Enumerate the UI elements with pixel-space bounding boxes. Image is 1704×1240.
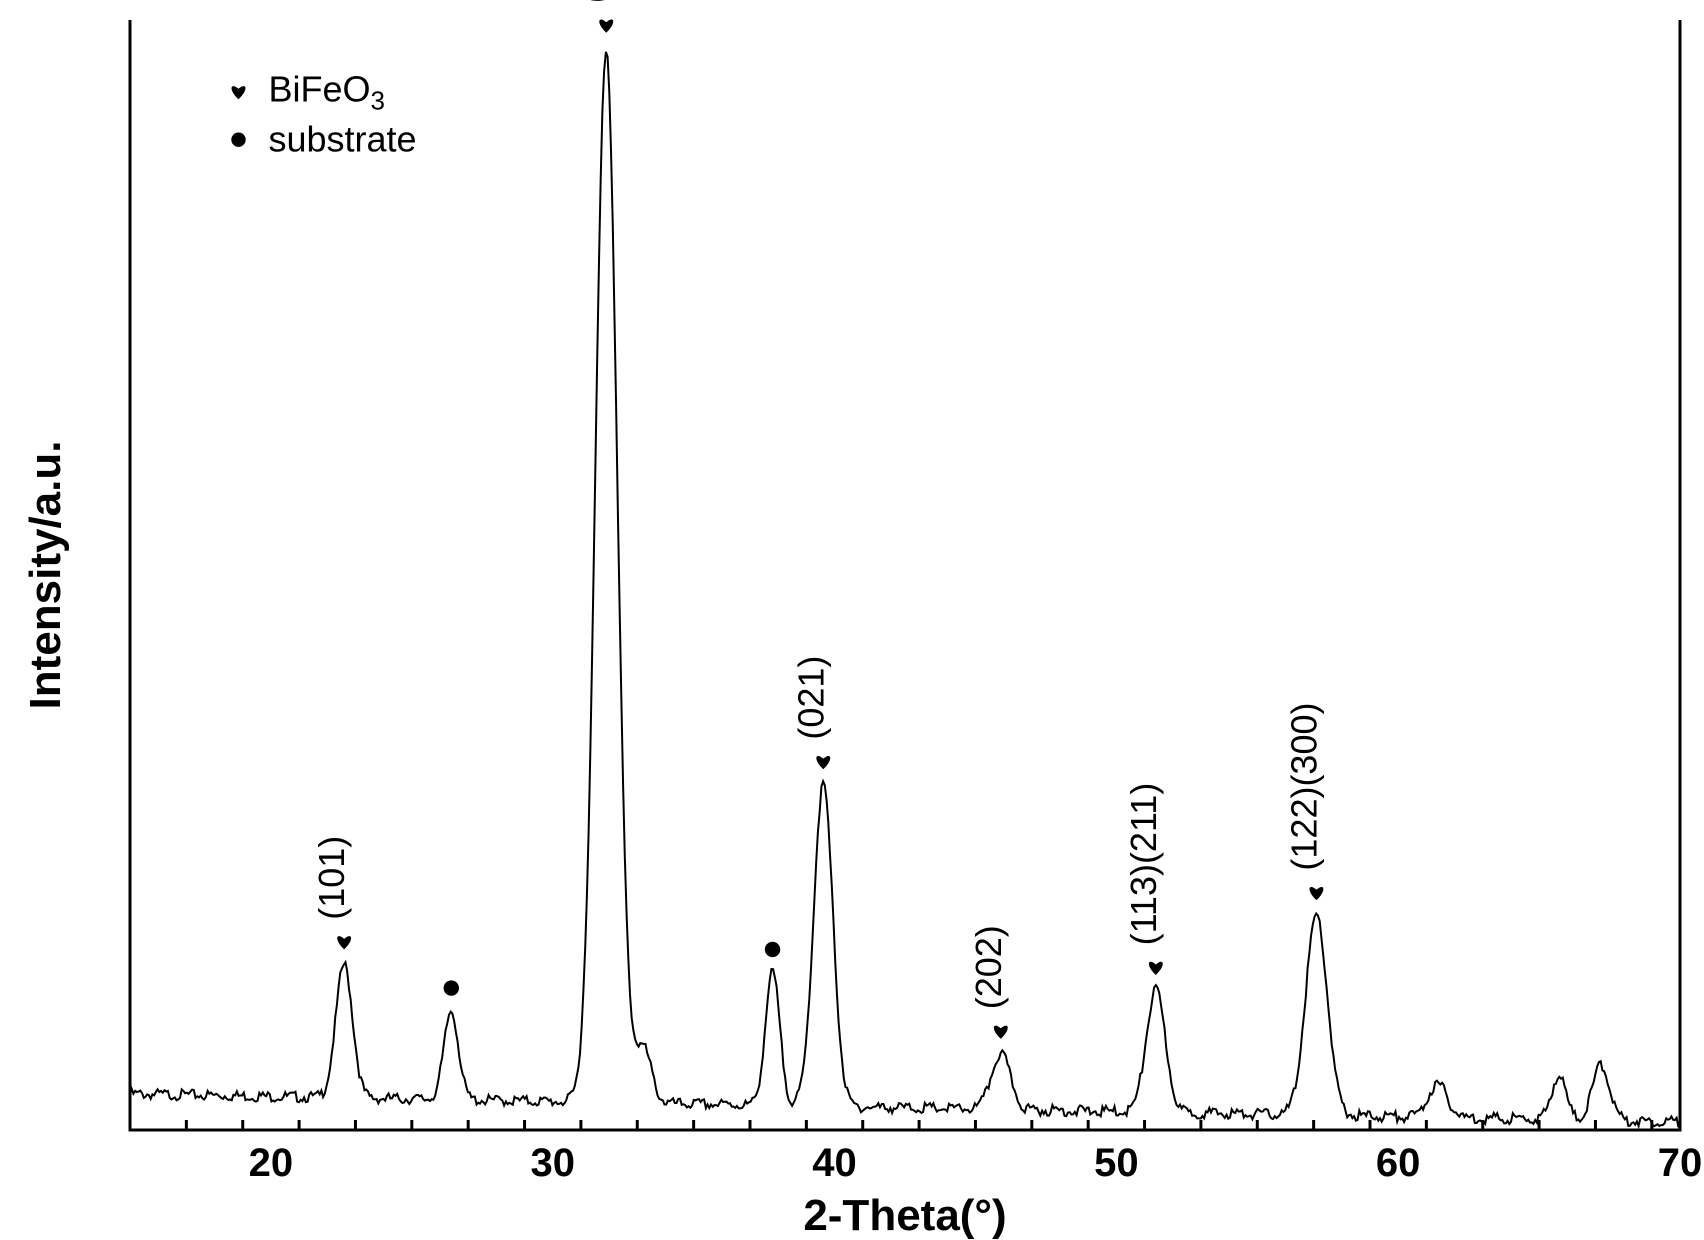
- svg-text:70: 70: [1658, 1141, 1703, 1185]
- dot-icon: [765, 942, 780, 957]
- peak-label: (101): [311, 836, 352, 920]
- legend: BiFeO3substrate: [231, 69, 416, 160]
- x-axis-label: 2-Theta(°): [803, 1191, 1006, 1240]
- heart-icon: [994, 1026, 1008, 1039]
- legend-label: substrate: [269, 119, 417, 160]
- heart-icon: [232, 86, 246, 99]
- heart-icon: [1310, 887, 1324, 900]
- peak-label: (122)(300): [1283, 702, 1324, 870]
- svg-text:50: 50: [1094, 1141, 1139, 1185]
- peak-annotations: (101) (110) (021) (202) (113)(211) (122)(300): [311, 0, 1324, 1039]
- svg-text:20: 20: [249, 1141, 294, 1185]
- heart-icon: [599, 20, 613, 33]
- svg-text:60: 60: [1376, 1141, 1421, 1185]
- plot-frame: [130, 20, 1680, 1130]
- peak-label: (110): [573, 0, 614, 3]
- dot-icon: [231, 133, 245, 147]
- heart-icon: [1149, 962, 1163, 975]
- spectrum-line: [130, 52, 1680, 1127]
- heart-icon: [337, 936, 351, 949]
- dot-icon: [444, 980, 459, 995]
- y-axis-label: Intensity/a.u.: [21, 441, 70, 710]
- peak-label: (021): [790, 656, 831, 740]
- heart-icon: [816, 756, 830, 769]
- peak-label: (113)(211): [1123, 783, 1164, 946]
- svg-text:40: 40: [812, 1141, 857, 1185]
- svg-text:30: 30: [530, 1141, 575, 1185]
- peak-label: (202): [968, 925, 1009, 1009]
- xrd-chart: 20 30 40 50 60 70 (101) (110) (021) (202) (113)(2…: [0, 0, 1704, 1240]
- legend-label: BiFeO3: [269, 69, 386, 116]
